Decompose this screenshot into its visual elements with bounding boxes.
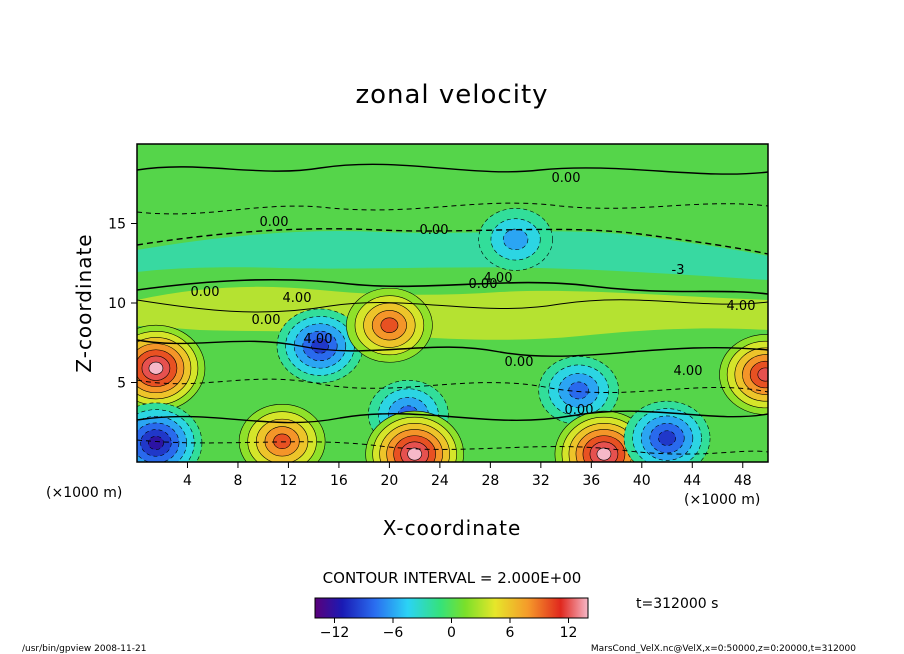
contour-line-5: [137, 339, 768, 357]
x-tick-label: 8: [233, 473, 242, 489]
field-extremum-9: [137, 402, 203, 462]
x-tick-label: 48: [734, 473, 752, 489]
field-extremum-5: [538, 356, 620, 425]
contour-label: 0.00: [260, 215, 289, 230]
contour-line-6: [137, 378, 768, 394]
x-tick-label: 32: [532, 473, 550, 489]
contour-label: 4.00: [674, 364, 703, 379]
contour-ring: [147, 435, 164, 450]
contour-ring: [273, 433, 292, 450]
contour-label: 4.00: [727, 299, 756, 314]
contour-label: 4.00: [283, 291, 312, 306]
contour-label: 0.00: [552, 171, 581, 186]
x-tick-label: 40: [633, 473, 651, 489]
y-tick-label: 5: [117, 376, 126, 392]
field-extremum-3: [346, 287, 433, 363]
upper-blue-band: [137, 230, 768, 280]
x-tick-label: 24: [431, 473, 449, 489]
contour-label: 4.00: [484, 271, 513, 286]
contour-label: 0.00: [469, 277, 498, 292]
contour-ring: [596, 447, 612, 461]
contour-label: 0.00: [565, 403, 594, 418]
footer-left: /usr/bin/gpview 2008-11-21: [22, 644, 146, 654]
contour-ring: [407, 447, 422, 461]
colorbar-tick-label: −12: [320, 625, 350, 641]
field-extremum-6: [238, 404, 326, 462]
y-axis: 5 10 15: [108, 217, 137, 392]
contour-ring: [502, 228, 529, 251]
x-unit-left: (×1000 m): [46, 485, 122, 501]
colorbar-ticks: −12 −6 0 6 12: [320, 618, 578, 641]
contour-label: 0.00: [420, 223, 449, 238]
contour-label: 0.00: [505, 355, 534, 370]
chart-title: zonal velocity: [355, 80, 548, 110]
contour-label: 4.00: [304, 332, 333, 347]
contour-line-3: [137, 278, 768, 295]
field-extremum-7: [365, 410, 464, 462]
contour-interval-label: CONTOUR INTERVAL = 2.000E+00: [323, 569, 582, 587]
contour-line-2: [137, 228, 768, 255]
y-axis-label: Z-coordinate: [72, 233, 96, 372]
time-label: t=312000 s: [636, 596, 718, 612]
contour-ring: [148, 361, 164, 375]
x-axis: 4 8 12 16 20 24 28 32 36 40 44 48: [183, 462, 752, 489]
x-axis-label: X-coordinate: [383, 516, 522, 540]
field-extremum-2: [276, 308, 364, 384]
contour-label-group: 0.000.000.000.000.000.000.000.004.004.00…: [191, 171, 756, 418]
colorbar: [314, 597, 589, 619]
contour-line-0: [137, 163, 768, 175]
x-unit-right: (×1000 m): [684, 492, 760, 508]
contour-label: -3: [672, 263, 685, 278]
field-extremum-0: [137, 324, 206, 412]
contour-line-7: [137, 410, 768, 424]
field-extremum-10: [623, 400, 711, 462]
x-tick-label: 20: [380, 473, 398, 489]
colorbar-tick-label: 6: [506, 625, 515, 641]
x-tick-label: 4: [183, 473, 192, 489]
colorbar-tick-label: 0: [447, 625, 456, 641]
contour-label: 0.00: [191, 285, 220, 300]
x-tick-label: 16: [330, 473, 348, 489]
footer-right: MarsCond_VelX.nc@VelX,x=0:50000,z=0:2000…: [591, 644, 856, 654]
contour-ring: [380, 317, 399, 333]
x-tick-label: 44: [683, 473, 701, 489]
x-tick-label: 36: [582, 473, 600, 489]
field-extremum-1: [719, 334, 768, 415]
contour-line-4: [137, 299, 768, 313]
contour-line-1: [137, 202, 768, 215]
plot-area: [137, 144, 768, 462]
colorbar-tick-label: −6: [383, 625, 404, 641]
contour-ring: [658, 430, 676, 446]
x-tick-label: 28: [481, 473, 499, 489]
contour-label: 0.00: [252, 313, 281, 328]
colorbar-tick-label: 12: [560, 625, 578, 641]
y-tick-label: 10: [108, 296, 126, 312]
field-extremum-11: [478, 208, 553, 271]
contour-lines: [137, 163, 768, 455]
y-tick-label: 15: [108, 217, 126, 233]
contour-ring: [757, 367, 768, 382]
x-tick-label: 12: [280, 473, 298, 489]
